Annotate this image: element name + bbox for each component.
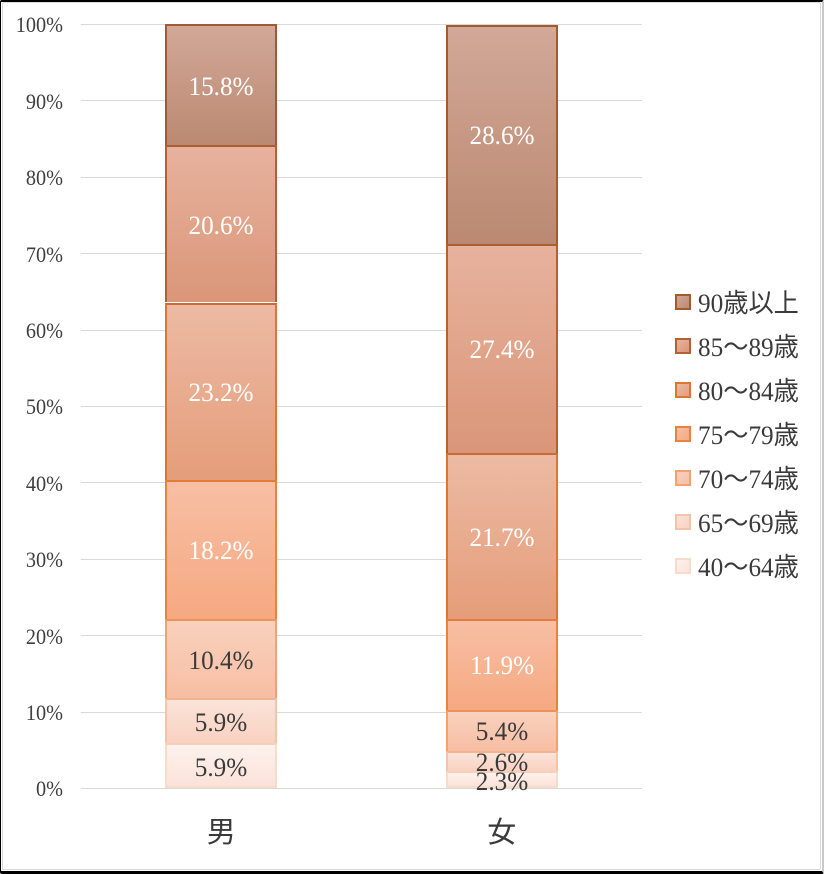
data-label-女-40～64歳: 2.3% <box>475 765 529 796</box>
legend-swatch-85～89歳 <box>675 338 691 354</box>
category-label-男: 男 <box>206 817 236 849</box>
data-label-女-80～84歳: 21.7% <box>469 521 535 552</box>
bar-segment-女-65～69歳 <box>445 751 558 771</box>
gridline-80% <box>81 176 642 178</box>
y-tick-label-90%: 90% <box>25 88 63 114</box>
legend-label-70～74歳: 70～74歳 <box>698 464 799 494</box>
gridline-10% <box>81 711 642 713</box>
data-label-女-65～69歳: 2.6% <box>475 746 529 777</box>
y-tick-label-70%: 70% <box>25 241 63 267</box>
legend-swatch-75～79歳 <box>675 426 691 442</box>
legend-label-80～84歳: 80～84歳 <box>698 376 799 406</box>
data-label-男-85～89歳: 20.6% <box>188 209 254 240</box>
category-label-女: 女 <box>487 817 517 849</box>
data-label-男-90歳以上: 15.8% <box>188 70 254 101</box>
bar-segment-男-65～69歳 <box>165 698 278 744</box>
gridline-30% <box>81 558 642 560</box>
data-label-男-40～64歳: 5.9% <box>195 751 248 782</box>
gridline-0% <box>81 787 642 789</box>
gridline-90% <box>81 100 642 102</box>
bar-segment-男-85～89歳 <box>165 145 278 303</box>
legend-label-75～79歳: 75～79歳 <box>698 420 799 450</box>
bar-segment-男-75～79歳 <box>165 479 278 619</box>
data-label-女-70～74歳: 5.4% <box>475 716 529 747</box>
y-tick-label-80%: 80% <box>25 165 63 191</box>
bar-segment-男-70～74歳 <box>165 618 278 699</box>
bar-segment-女-75～79歳 <box>445 618 558 710</box>
y-tick-label-20%: 20% <box>25 623 63 649</box>
data-label-男-75～79歳: 18.2% <box>188 535 254 566</box>
bar-segment-女-40～64歳 <box>445 770 558 789</box>
data-label-男-65～69歳: 5.9% <box>195 706 248 737</box>
bar-segment-男-90歳以上 <box>165 24 278 146</box>
y-tick-label-100%: 100% <box>15 12 63 38</box>
legend-swatch-40～64歳 <box>675 558 691 574</box>
legend-swatch-80～84歳 <box>675 382 691 398</box>
bar-segment-男-80～84歳 <box>165 302 278 480</box>
y-tick-label-30%: 30% <box>25 547 63 573</box>
legend-label-90歳以上: 90歳以上 <box>698 288 799 318</box>
data-label-女-85～89歳: 27.4% <box>469 334 535 365</box>
y-tick-label-40%: 40% <box>25 470 63 496</box>
data-label-男-80～84歳: 23.2% <box>188 377 254 408</box>
y-tick-label-0%: 0% <box>36 776 63 802</box>
data-label-女-90歳以上: 28.6% <box>469 120 535 151</box>
data-label-男-70～74歳: 10.4% <box>188 644 254 675</box>
bar-segment-女-85～89歳 <box>445 243 558 453</box>
bar-segment-女-90歳以上 <box>445 25 558 244</box>
legend-swatch-70～74歳 <box>675 470 691 486</box>
bar-segment-女-80～84歳 <box>445 453 558 619</box>
y-tick-label-10%: 10% <box>25 700 63 725</box>
legend-label-85～89歳: 85～89歳 <box>698 332 799 362</box>
gridline-20% <box>81 635 642 637</box>
y-tick-label-60%: 60% <box>25 318 63 343</box>
bar-segment-男-40～64歳 <box>165 743 278 789</box>
gridline-100% <box>81 23 642 25</box>
legend-swatch-90歳以上 <box>675 294 691 310</box>
gridline-40% <box>81 482 642 484</box>
legend-label-65～69歳: 65～69歳 <box>698 508 799 538</box>
data-label-女-75～79歳: 11.9% <box>469 650 534 681</box>
bar-segment-女-70～74歳 <box>445 709 558 751</box>
gridline-50% <box>81 405 642 407</box>
legend-swatch-65～69歳 <box>675 514 691 530</box>
y-tick-label-50%: 50% <box>25 394 63 420</box>
gridline-60% <box>81 329 642 331</box>
gridline-70% <box>81 253 642 255</box>
legend-label-40～64歳: 40～64歳 <box>698 552 799 582</box>
